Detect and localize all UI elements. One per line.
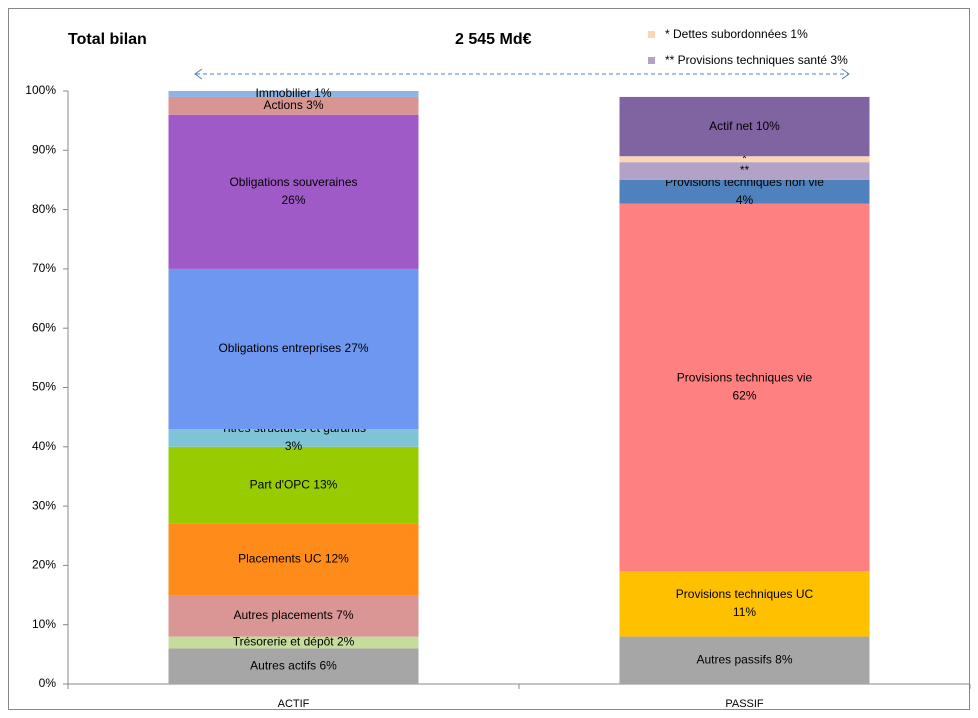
segment-label: 11% [733,605,756,619]
bar-segment [619,636,870,684]
span-arrow [194,68,850,80]
y-tick-label: 80% [32,202,56,216]
bar-segment [168,429,419,447]
bar-segment [168,648,419,684]
y-tick-label: 90% [32,142,56,156]
chart-title: Total bilan [68,31,147,48]
x-tick-label: ACTIF [278,698,310,710]
segment-label: Obligations souveraines [229,175,357,189]
legend-swatch [648,57,655,64]
bar-segment [168,636,419,649]
bar-segment [619,162,870,180]
bar-segment [168,96,419,115]
chart-subtitle: 2 545 Md€ [455,31,532,48]
x-tick-label: PASSIF [725,698,764,710]
segment-label: 3% [285,439,303,453]
y-tick-label: 60% [32,320,56,334]
y-tick-label: 30% [32,498,56,512]
y-tick-label: 100% [25,83,56,97]
legend-swatch [648,31,655,38]
y-tick-label: 40% [32,439,56,453]
y-tick-label: 0% [39,676,57,690]
segment-label: 26% [281,193,305,207]
segment-label: 4% [736,193,754,207]
segment-label: Actif net 10% [709,119,780,133]
segment-label: * [742,151,747,165]
segment-label: Provisions techniques vie [677,371,813,385]
bar-segment [168,268,419,430]
legend-label: * Dettes subordonnées 1% [665,27,808,41]
bar-segment [168,91,419,97]
bar-segment [619,156,870,163]
bar-segment [619,179,870,204]
segment-label: Obligations entreprises 27% [218,341,368,355]
segment-label: Autres placements 7% [233,608,353,622]
segment-label: Autres passifs 8% [696,652,792,666]
segment-label: Trésorerie et dépôt 2% [233,635,355,649]
segment-label: Actions 3% [263,98,323,112]
bar-segment [168,114,419,269]
legend-label: ** Provisions techniques santé 3% [665,53,848,67]
bar-segment [619,203,870,572]
segment-label: Immobilier 1% [255,86,331,100]
segment-label: Autres actifs 6% [250,658,337,672]
segment-label: Part d'OPC 13% [250,478,338,492]
segment-label: Placements UC 12% [238,552,349,566]
segment-label: 62% [732,389,756,403]
segment-label: ** [740,163,750,177]
y-tick-label: 50% [32,380,56,394]
y-tick-label: 70% [32,261,56,275]
bar-segment [168,523,419,596]
bar-segment [168,446,419,524]
y-tick-label: 20% [32,558,56,572]
y-tick-label: 10% [32,617,56,631]
bar-segment [168,595,419,637]
bar-segment [619,96,870,157]
segment-label: Provisions techniques UC [676,587,814,601]
bar-segment [619,571,870,637]
